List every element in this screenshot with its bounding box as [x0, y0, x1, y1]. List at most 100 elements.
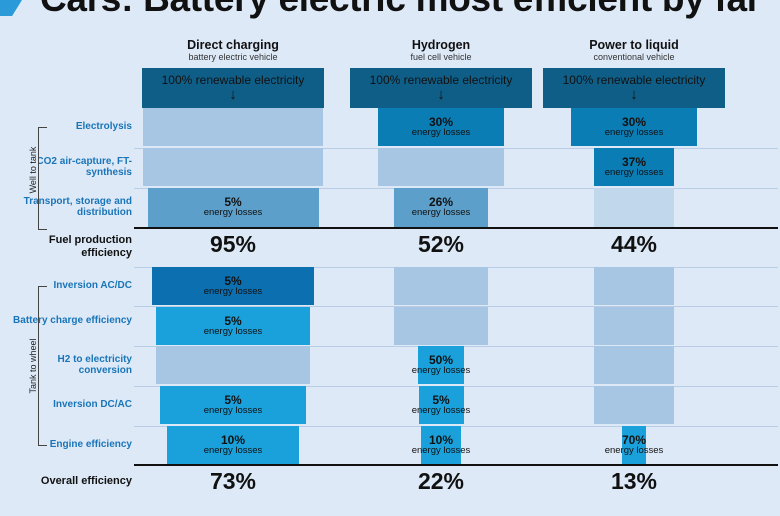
- chart-title: Cars: Battery electric most efficient by…: [40, 0, 761, 20]
- loss-caption: energy losses: [411, 445, 471, 456]
- bar-segment: [594, 386, 674, 424]
- column-title: Power to liquid: [589, 38, 679, 52]
- row-label: Transport, storage and distribution: [23, 196, 132, 218]
- loss-percent: 5%: [224, 393, 242, 407]
- bar-segment: [143, 148, 323, 186]
- loss-caption: energy losses: [604, 127, 664, 138]
- loss-caption: energy losses: [203, 445, 263, 456]
- bar-segment: [594, 307, 674, 345]
- bar-loss-label: 5% energy losses: [356, 386, 526, 424]
- bar-segment: [378, 108, 504, 146]
- column-header: Direct charging battery electric vehicle: [148, 38, 318, 63]
- loss-caption: energy losses: [203, 405, 263, 416]
- bar-loss-label: 26% energy losses: [356, 188, 526, 226]
- column-header: Hydrogen fuel cell vehicle: [356, 38, 526, 63]
- bar-segment: [594, 346, 674, 384]
- row-label: Engine efficiency: [49, 439, 132, 450]
- loss-percent: 5%: [432, 393, 450, 407]
- bar-segment: [394, 307, 488, 345]
- source-block: 100% renewable electricity ↓: [142, 68, 324, 108]
- loss-percent: 26%: [428, 195, 454, 209]
- tank-to-wheel-label: Tank to wheel: [28, 336, 38, 396]
- bar-segment: [143, 108, 323, 146]
- source-block: 100% renewable electricity ↓: [350, 68, 532, 108]
- loss-caption: energy losses: [411, 127, 471, 138]
- column-title: Hydrogen: [411, 38, 471, 52]
- bar-segment: [421, 426, 461, 464]
- bar-segment: [152, 267, 314, 305]
- row-label: CO2 air-capture, FT-synthesis: [36, 156, 132, 178]
- fuel-efficiency-value: 52%: [417, 231, 465, 257]
- loss-percent: 70%: [621, 433, 647, 447]
- column-subtitle: battery electric vehicle: [188, 52, 278, 62]
- bar-loss-label: 5% energy losses: [148, 267, 318, 305]
- summary-divider: [134, 464, 778, 466]
- overall-efficiency-value: 22%: [417, 468, 465, 494]
- bar-segment: [594, 188, 674, 227]
- column-title: Direct charging: [187, 38, 279, 52]
- bar-segment: [418, 386, 464, 424]
- loss-caption: energy losses: [203, 207, 263, 218]
- down-arrow-icon: ↓: [630, 86, 638, 103]
- loss-percent: 10%: [220, 433, 246, 447]
- bar-segment: [394, 188, 488, 227]
- bar-loss-label: 10% energy losses: [148, 426, 318, 464]
- fuel-efficiency-value: 95%: [209, 231, 257, 257]
- loss-percent: 50%: [428, 353, 454, 367]
- bar-loss-label: 10% energy losses: [356, 426, 526, 464]
- overall-efficiency-label: Overall efficiency: [40, 475, 132, 487]
- bar-segment: [594, 148, 674, 186]
- loss-caption: energy losses: [604, 445, 664, 456]
- bar-loss-label: 5% energy losses: [148, 188, 318, 226]
- bar-segment: [155, 346, 311, 384]
- column-subtitle: fuel cell vehicle: [410, 52, 472, 62]
- loss-caption: energy losses: [411, 365, 471, 376]
- bar-segment: [417, 346, 465, 384]
- loss-percent: 37%: [621, 155, 647, 169]
- bar-loss-label: 50% energy losses: [356, 346, 526, 384]
- bar-segment: [147, 188, 319, 227]
- bar-segment: [394, 267, 488, 305]
- tank-to-wheel-bracket: [38, 286, 47, 446]
- column-header: Power to liquid conventional vehicle: [549, 38, 719, 63]
- row-divider: [134, 306, 778, 307]
- bar-segment: [622, 426, 646, 464]
- summary-divider: [134, 227, 778, 229]
- loss-percent: 30%: [621, 115, 647, 129]
- corner-mark: [0, 0, 22, 16]
- source-block: 100% renewable electricity ↓: [543, 68, 725, 108]
- loss-caption: energy losses: [411, 207, 471, 218]
- loss-percent: 5%: [224, 314, 242, 328]
- bar-loss-label: 5% energy losses: [148, 307, 318, 345]
- row-label: Inversion DC/AC: [53, 399, 132, 410]
- loss-caption: energy losses: [203, 326, 263, 337]
- bar-loss-label: 70% energy losses: [549, 426, 719, 464]
- column-subtitle: conventional vehicle: [593, 52, 675, 62]
- bar-loss-label: 30% energy losses: [356, 108, 526, 146]
- row-label: H2 to electricity conversion: [57, 354, 132, 376]
- overall-efficiency-value: 73%: [209, 468, 257, 494]
- source-label: 100% renewable electricity: [369, 73, 513, 87]
- loss-caption: energy losses: [604, 167, 664, 178]
- well-to-tank-bracket: [38, 127, 47, 230]
- bar-segment: [167, 426, 299, 464]
- bar-loss-label: 5% energy losses: [148, 386, 318, 424]
- fuel-efficiency-label: Fuel production efficiency: [48, 234, 132, 259]
- row-label: Battery charge efficiency: [13, 315, 132, 326]
- down-arrow-icon: ↓: [437, 86, 445, 103]
- loss-percent: 5%: [224, 195, 242, 209]
- loss-percent: 30%: [428, 115, 454, 129]
- loss-percent: 10%: [428, 433, 454, 447]
- source-label: 100% renewable electricity: [562, 73, 706, 87]
- bar-segment: [160, 386, 306, 424]
- down-arrow-icon: ↓: [229, 86, 237, 103]
- row-label: Electrolysis: [75, 121, 132, 132]
- source-label: 100% renewable electricity: [161, 73, 305, 87]
- bar-segment: [594, 267, 674, 305]
- bar-segment: [571, 108, 697, 146]
- row-label: Inversion AC/DC: [53, 280, 132, 291]
- loss-percent: 5%: [224, 274, 242, 288]
- overall-efficiency-value: 13%: [610, 468, 658, 494]
- loss-caption: energy losses: [411, 405, 471, 416]
- bar-segment: [155, 307, 311, 345]
